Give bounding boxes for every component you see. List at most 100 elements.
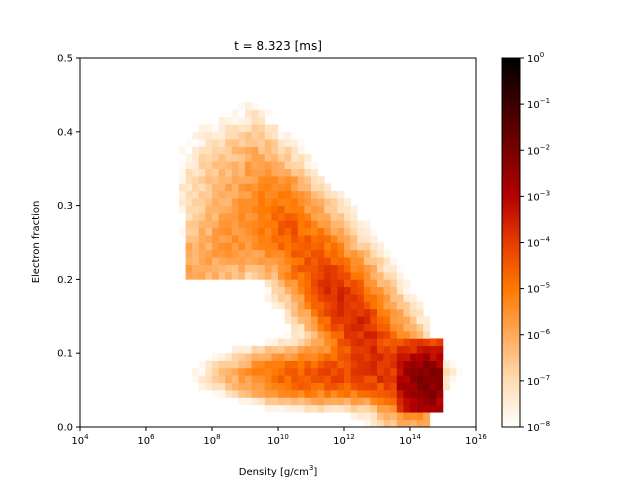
- heatmap-cell: [251, 153, 259, 162]
- heatmap-cell: [383, 375, 391, 384]
- heatmap-cell: [198, 220, 206, 229]
- heatmap-cell: [238, 146, 246, 155]
- heatmap-cell: [271, 242, 279, 251]
- x-tick-label: 106: [137, 433, 155, 447]
- heatmap-cell: [245, 242, 252, 251]
- heatmap-cell: [390, 279, 398, 288]
- heatmap-cell: [390, 345, 398, 354]
- heatmap-cell: [185, 176, 193, 184]
- heatmap-cell: [284, 338, 292, 347]
- heatmap-cell: [443, 382, 450, 391]
- heatmap-cell: [291, 272, 299, 280]
- heatmap-cell: [396, 323, 404, 332]
- heatmap-cell: [383, 397, 391, 406]
- heatmap-cell: [396, 412, 404, 420]
- heatmap-cell: [251, 176, 259, 184]
- heatmap-cell: [205, 161, 213, 169]
- x-tick-label: 104: [71, 433, 89, 447]
- heatmap-cell: [212, 124, 219, 133]
- heatmap-cell: [179, 161, 186, 169]
- heatmap-cell: [344, 301, 351, 310]
- heatmap-cell: [363, 360, 371, 369]
- heatmap-cell: [245, 146, 252, 155]
- heatmap-cell: [218, 153, 226, 162]
- heatmap-cell: [278, 146, 285, 155]
- heatmap-cell: [192, 242, 200, 251]
- heatmap-cell: [297, 205, 305, 214]
- heatmap-cell: [390, 397, 398, 406]
- heatmap-cell: [357, 286, 365, 295]
- heatmap-cell: [212, 139, 219, 147]
- heatmap-cell: [212, 198, 219, 206]
- heatmap-cell: [192, 227, 200, 236]
- heatmap-cell: [304, 301, 312, 310]
- heatmap-cell: [264, 286, 272, 295]
- heatmap-cell: [423, 353, 431, 361]
- heatmap-cell: [251, 257, 259, 265]
- heatmap-cell: [370, 264, 378, 273]
- heatmap-cell: [264, 153, 272, 162]
- heatmap-cell: [192, 367, 200, 376]
- heatmap-cell: [179, 205, 186, 214]
- heatmap-cell: [297, 367, 305, 376]
- heatmap-cell: [258, 153, 266, 162]
- heatmap-cell: [449, 367, 457, 376]
- heatmap-cell: [443, 375, 450, 384]
- heatmap-cell: [218, 353, 226, 361]
- heatmap-cell: [185, 220, 193, 229]
- heatmap-cell: [363, 404, 371, 413]
- heatmap-cell: [330, 235, 338, 243]
- heatmap-cell: [383, 272, 391, 280]
- heatmap-cell: [291, 338, 299, 347]
- heatmap-cell: [231, 345, 239, 354]
- heatmap-cell: [403, 345, 411, 354]
- heatmap-cell: [304, 235, 312, 243]
- heatmap-cell: [403, 338, 411, 347]
- heatmap-cell: [271, 139, 279, 147]
- heatmap-cell: [350, 227, 358, 236]
- heatmap-cell: [317, 286, 325, 295]
- heatmap-cell: [357, 227, 365, 236]
- heatmap-cell: [350, 404, 358, 413]
- heatmap-cell: [350, 338, 358, 347]
- heatmap-cell: [231, 367, 239, 376]
- heatmap-cell: [423, 404, 431, 413]
- heatmap-cell: [205, 190, 213, 199]
- heatmap-cell: [251, 249, 259, 258]
- heatmap-cell: [205, 198, 213, 206]
- heatmap-cell: [278, 190, 285, 199]
- heatmap-cell: [185, 242, 193, 251]
- heatmap-cell: [291, 286, 299, 295]
- heatmap-cell: [278, 220, 285, 229]
- heatmap-cell: [396, 375, 404, 384]
- heatmap-cell: [344, 242, 351, 251]
- heatmap-cell: [311, 279, 318, 288]
- heatmap-cell: [205, 183, 213, 192]
- heatmap-cell: [383, 345, 391, 354]
- heatmap-cell: [278, 404, 285, 413]
- heatmap-cell: [390, 331, 398, 339]
- heatmap-cell: [410, 397, 417, 406]
- heatmap-cell: [212, 176, 219, 184]
- heatmap-cell: [350, 360, 358, 369]
- heatmap-cell: [251, 382, 259, 391]
- heatmap-cell: [218, 390, 226, 398]
- heatmap-cell: [403, 404, 411, 413]
- heatmap-cell: [370, 353, 378, 361]
- heatmap-cell: [311, 220, 318, 229]
- heatmap-cell: [350, 375, 358, 384]
- heatmap-cell: [390, 412, 398, 420]
- heatmap-cell: [311, 168, 318, 177]
- heatmap-cell: [410, 338, 417, 347]
- heatmap-cell: [198, 360, 206, 369]
- heatmap-cell: [297, 382, 305, 391]
- heatmap-cell: [278, 257, 285, 265]
- heatmap-cell: [317, 212, 325, 221]
- heatmap-cell: [205, 205, 213, 214]
- heatmap-cell: [357, 272, 365, 280]
- heatmap-cell: [238, 220, 246, 229]
- heatmap-cell: [185, 249, 193, 258]
- heatmap-cell: [330, 331, 338, 339]
- heatmap-cell: [205, 235, 213, 243]
- heatmap-cell: [245, 257, 252, 265]
